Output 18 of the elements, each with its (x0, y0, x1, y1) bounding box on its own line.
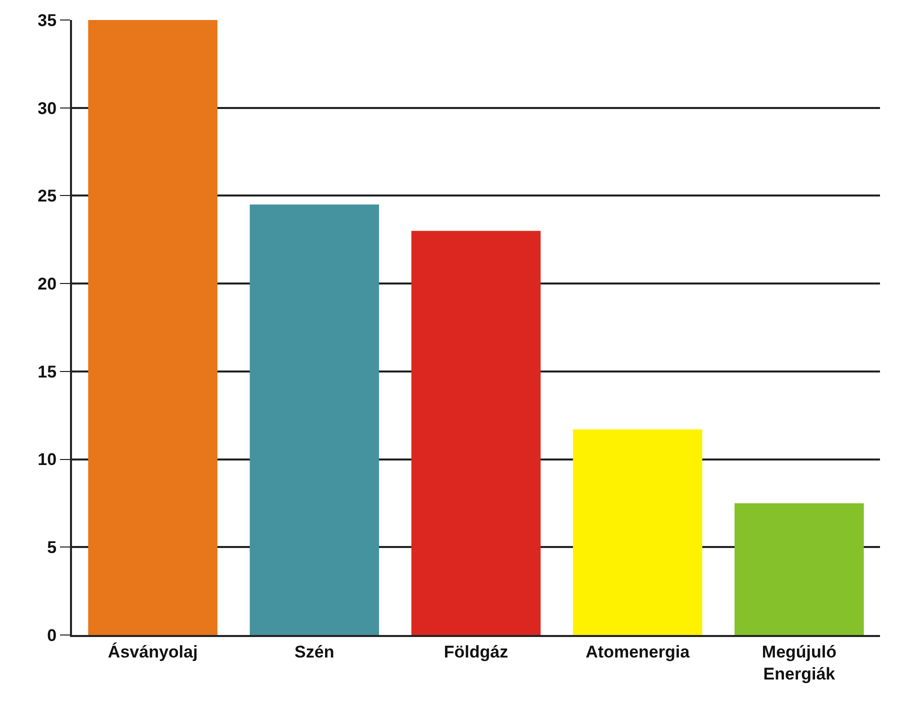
y-tick-label: 15 (38, 362, 57, 382)
y-tick-label: 35 (38, 10, 57, 30)
y-tick-label: 0 (47, 626, 57, 645)
y-tick-label: 30 (38, 98, 57, 118)
x-tick-label: Szén (294, 642, 334, 662)
x-tick-label: Földgáz (444, 642, 508, 662)
y-tick-label: 20 (38, 274, 57, 294)
x-tick-label: Atomenergia (586, 642, 690, 662)
x-tick-label: Megújuló Energiák (762, 642, 837, 684)
bar (734, 503, 864, 635)
x-tick-label: Ásványolaj (108, 641, 198, 662)
bar (250, 204, 380, 635)
y-tick-label: 25 (38, 186, 57, 206)
y-tick-label: 5 (47, 538, 57, 558)
y-tick-label: 10 (38, 450, 57, 470)
bar (88, 20, 218, 635)
bar (572, 429, 702, 635)
bar (411, 230, 541, 635)
